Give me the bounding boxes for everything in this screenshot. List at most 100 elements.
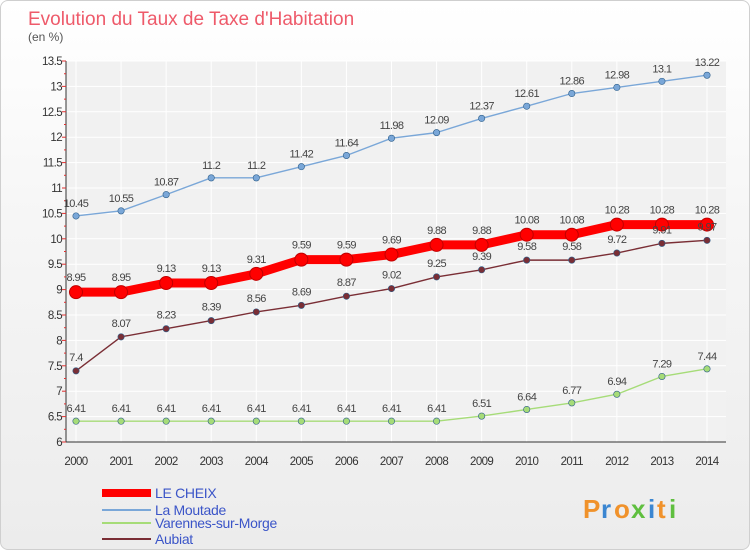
legend-label-1: La Moutade [155,502,226,518]
data-label-3: 9.58 [562,241,581,253]
data-point-2 [117,417,125,425]
data-label-2: 6.64 [517,391,536,403]
x-tick-label: 2001 [109,456,132,468]
data-point-3 [613,249,621,257]
data-label-1: 11.64 [335,137,359,149]
logo-letter: x [631,494,646,524]
data-label-2: 6.51 [472,398,491,410]
y-tick-label: 12 [50,132,62,144]
data-label-2: 6.41 [202,403,221,415]
x-tick-label: 2004 [245,456,269,468]
data-point-2 [703,365,711,373]
data-label-2: 6.41 [337,403,356,415]
data-label-3: 9.91 [652,224,671,236]
data-point-3 [72,367,80,375]
data-point-1 [72,212,80,220]
data-label-2: 6.41 [157,403,176,415]
y-tick-label: 13 [50,81,62,93]
data-point-3 [658,239,666,247]
data-point-0 [339,252,354,267]
data-point-3 [478,266,486,274]
data-label-3: 8.07 [112,318,131,330]
data-label-3: 7.4 [69,352,83,364]
data-label-0: 10.28 [605,205,630,217]
data-point-3 [207,317,215,325]
y-tick-label: 7.5 [48,361,62,373]
data-label-1: 11.98 [380,120,404,132]
data-label-0: 9.59 [337,240,356,252]
data-label-2: 6.41 [292,403,311,415]
data-point-3 [342,292,350,300]
data-point-0 [159,275,174,290]
data-label-1: 12.61 [514,88,539,100]
data-point-0 [429,237,444,252]
data-label-0: 10.28 [695,205,720,217]
data-label-0: 9.69 [382,235,401,247]
data-point-2 [613,390,621,398]
data-point-2 [523,405,531,413]
data-point-1 [342,151,350,159]
data-label-1: 12.37 [469,100,494,112]
data-label-1: 13.22 [695,57,720,69]
data-label-1: 11.2 [202,160,221,172]
chart-title: Evolution du Taux de Taxe d'Habitation [28,9,354,30]
data-label-0: 9.59 [292,240,311,252]
data-point-0 [654,217,669,232]
data-label-0: 9.88 [472,225,491,237]
data-point-1 [117,207,125,215]
data-label-1: 10.55 [109,193,134,205]
data-point-1 [433,129,441,137]
data-point-2 [297,417,305,425]
data-label-1: 13.1 [652,63,671,75]
data-point-0 [519,227,534,242]
data-point-3 [387,285,395,293]
y-tick-label: 10 [50,234,62,246]
y-tick-label: 6.5 [48,412,62,424]
legend-label-3: Aubiat [155,531,193,547]
data-point-1 [297,163,305,171]
series-group [69,71,714,425]
data-point-3 [568,256,576,264]
chart-subtitle: (en %) [28,30,63,44]
data-label-1: 12.86 [560,76,585,88]
data-label-3: 8.39 [202,302,221,314]
data-label-3: 9.58 [517,241,536,253]
data-point-1 [523,102,531,110]
x-tick-label: 2009 [470,456,493,468]
data-point-1 [568,90,576,98]
data-point-1 [478,114,486,122]
data-label-1: 12.09 [424,115,449,127]
data-label-0: 10.28 [650,205,675,217]
data-point-3 [523,256,531,264]
y-tick-label: 12.5 [42,107,62,119]
data-point-0 [609,217,624,232]
y-tick-label: 6 [56,437,62,449]
y-tick-label: 7 [56,386,62,398]
data-point-0 [204,275,219,290]
data-label-0: 10.08 [560,215,585,227]
data-point-1 [252,174,260,182]
y-tick-label: 13.5 [42,56,62,68]
data-point-2 [478,412,486,420]
axes: 6 6.5 7 7.5 8 8.5 9 9.5 10 10.5 11 11.5 12 12.5 13 13.5… [42,56,726,468]
data-point-1 [613,83,621,91]
data-label-3: 8.69 [292,286,311,298]
data-label-0: 10.08 [514,215,539,227]
data-point-0 [700,217,714,232]
x-tick-label: 2014 [695,456,719,468]
logo-letter: P [583,494,601,524]
x-tick-label: 2000 [64,456,87,468]
data-label-2: 7.29 [652,358,671,370]
data-label-0: 8.95 [112,272,131,284]
data-point-1 [703,71,711,79]
data-point-1 [162,191,170,199]
x-tick-label: 2013 [650,456,673,468]
data-point-2 [658,372,666,380]
data-label-3: 9.72 [607,234,626,246]
x-tick-label: 2012 [605,456,628,468]
data-point-2 [433,417,441,425]
logo-letter: t [657,494,667,524]
